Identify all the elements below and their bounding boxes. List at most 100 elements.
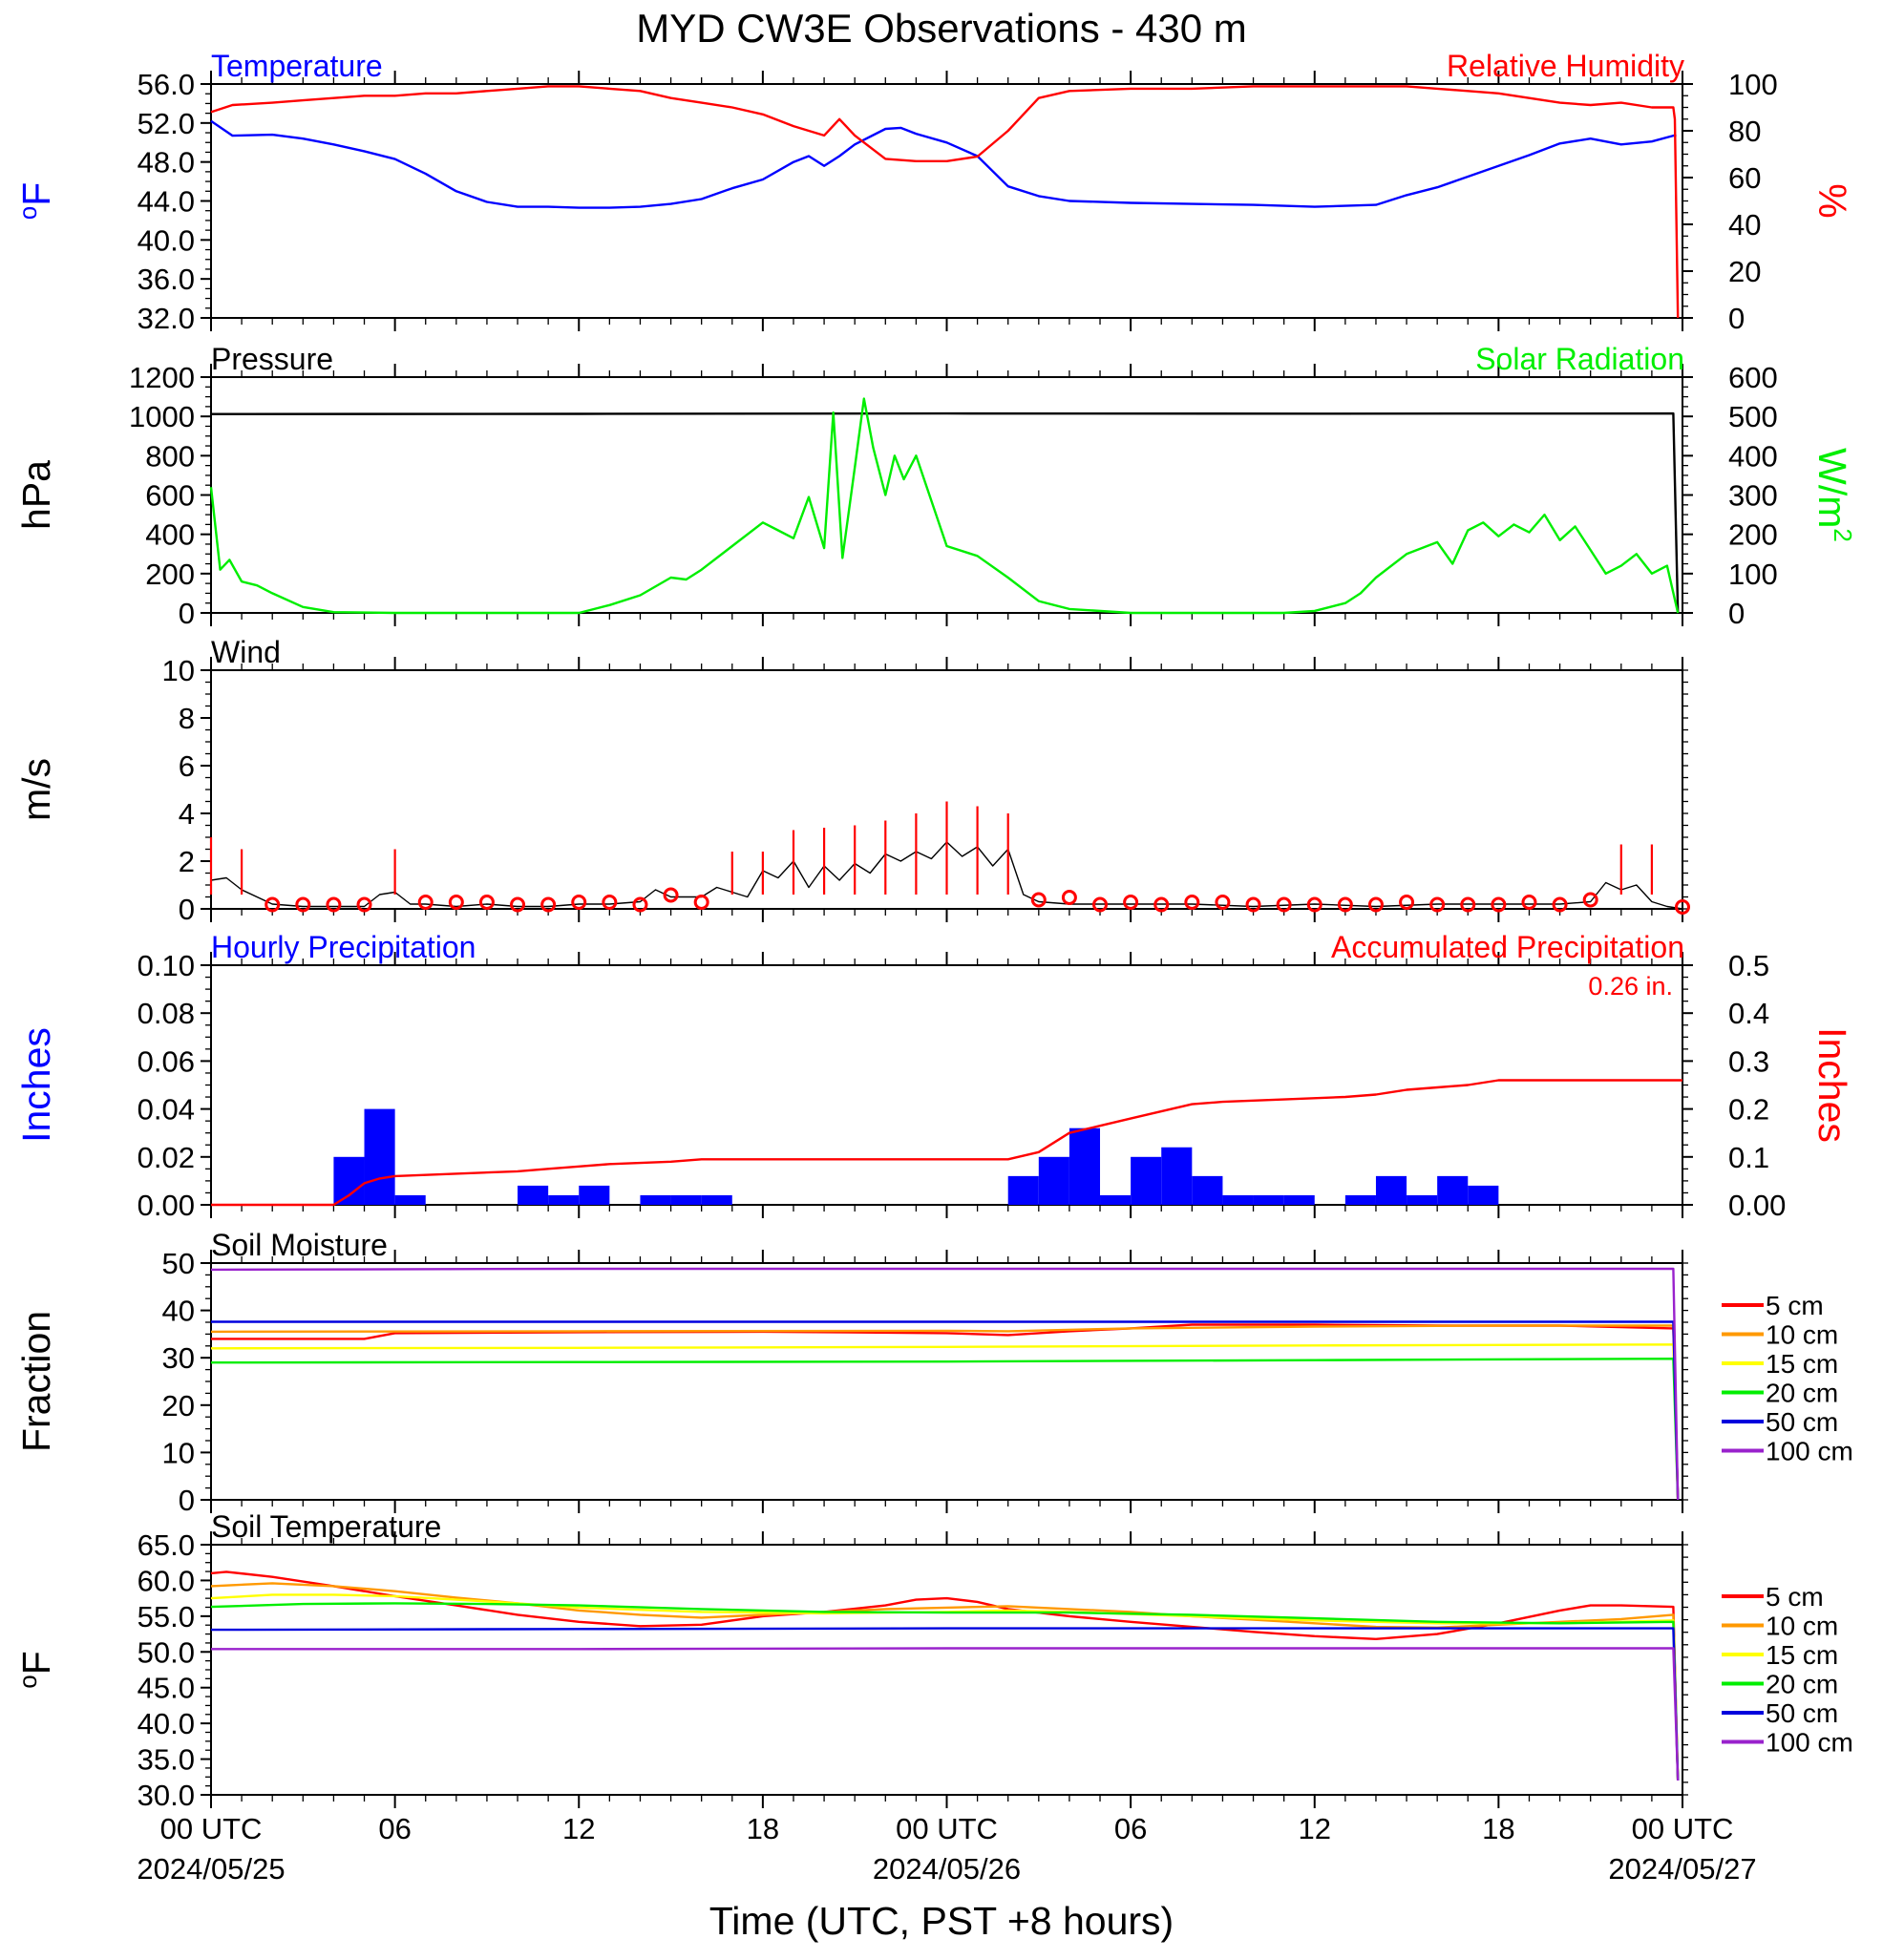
y-tick-label-right: 20 (1728, 255, 1761, 288)
x-tick-label: 12 (562, 1812, 595, 1845)
y-tick-label-right: 0.3 (1728, 1044, 1769, 1078)
y-tick-label-right: 0.4 (1728, 997, 1769, 1030)
calm-marker (693, 895, 709, 910)
y-tick-label-left: 20 (162, 1389, 195, 1423)
series-100-cm (210, 1267, 1680, 1501)
y-tick-label-left: 6 (179, 749, 195, 783)
y-tick-label-left: 45.0 (138, 1672, 195, 1705)
x-axis-label: Time (UTC, PST +8 hours) (709, 1899, 1174, 1943)
calm-marker (1306, 896, 1322, 913)
x-date-label: 2024/05/27 (1608, 1852, 1756, 1886)
y-tick-label-left: 40 (162, 1295, 195, 1328)
panel-title-left: Soil Moisture (211, 1228, 388, 1262)
y-tick-label-left: 10 (162, 654, 195, 687)
y-axis-label-right: Inches (1810, 1027, 1854, 1143)
y-tick-label-left: 8 (179, 702, 195, 735)
series-15-cm (210, 1343, 1680, 1501)
panel-title-left: Wind (211, 635, 281, 669)
precip-bar (579, 1185, 610, 1205)
y-tick-label-left: 52.0 (138, 107, 195, 140)
precip-bar (394, 1194, 426, 1205)
series-100-cm (211, 1647, 1680, 1781)
series-temperature (210, 119, 1677, 209)
precip-bar (701, 1194, 732, 1205)
plot-frame (210, 1262, 1683, 1501)
accumulated-total-label: 0.26 in. (1588, 972, 1673, 1001)
series-10-cm (210, 1324, 1680, 1501)
calm-marker (1399, 895, 1415, 910)
calm-marker (1123, 895, 1139, 910)
y-axis-label-left: oF (13, 182, 58, 221)
calm-marker (571, 895, 587, 910)
y-tick-label-left: 44.0 (138, 185, 195, 219)
legend-label: 10 cm (1766, 1612, 1838, 1641)
y-tick-label-left: 30 (162, 1341, 195, 1375)
legend-label: 100 cm (1766, 1437, 1853, 1466)
y-axis-label-right: W/m2 (1810, 448, 1857, 542)
y-axis-label-right: % (1810, 183, 1854, 218)
y-tick-label-left: 0 (179, 597, 195, 630)
calm-marker (448, 895, 464, 910)
y-tick-label-left: 0.00 (138, 1189, 195, 1222)
y-tick-label-left: 35.0 (138, 1743, 195, 1777)
legend-label: 50 cm (1766, 1407, 1838, 1437)
precip-bar (1131, 1156, 1162, 1205)
precip-bar (1222, 1194, 1254, 1205)
legend-label: 15 cm (1766, 1349, 1838, 1379)
calm-marker (356, 896, 372, 913)
panel-wind: 10 8 6 4 2 0 Wind m/s (14, 635, 1690, 926)
calm-marker (1184, 895, 1200, 910)
x-tick-label: 06 (378, 1812, 411, 1845)
calm-marker (1092, 896, 1109, 913)
y-tick-label-left: 50.0 (138, 1635, 195, 1669)
y-axis-label-left: m/s (14, 758, 58, 821)
panel-title-left: Temperature (211, 49, 383, 83)
panel-soil_temperature: 65.060.055.050.045.040.035.030.0 Soil Tem… (13, 1509, 1853, 1812)
y-tick-label-left: 40.0 (138, 223, 195, 257)
plot-frame (210, 83, 1683, 319)
y-tick-label-left: 0 (179, 1484, 195, 1517)
y-tick-label-right: 40 (1728, 208, 1761, 242)
calm-marker (1582, 892, 1598, 908)
legend-label: 5 cm (1766, 1291, 1824, 1320)
y-tick-label-left: 48.0 (138, 146, 195, 179)
y-axis-label-left: Inches (14, 1027, 58, 1143)
calm-marker (540, 896, 557, 913)
precip-bar (640, 1194, 671, 1205)
calm-marker (510, 896, 526, 913)
calm-marker (264, 896, 281, 913)
legend-label: 5 cm (1766, 1582, 1824, 1612)
y-tick-label-left: 0.10 (138, 949, 195, 982)
legend-label: 100 cm (1766, 1728, 1853, 1758)
panel-title-right: Solar Radiation (1475, 342, 1684, 376)
precip-bar (1253, 1194, 1284, 1205)
legend-label: 15 cm (1766, 1640, 1838, 1670)
y-tick-label-left: 40.0 (138, 1707, 195, 1740)
precip-bar (1007, 1175, 1039, 1205)
y-tick-label-left: 0.02 (138, 1141, 195, 1174)
y-tick-label-left: 1200 (129, 361, 195, 394)
calm-marker (1521, 895, 1537, 910)
y-tick-label-right: 0.5 (1728, 949, 1769, 982)
series-pressure (210, 411, 1680, 614)
series-calm (264, 887, 1690, 915)
panel-title-left: Pressure (211, 342, 333, 376)
y-tick-label-left: 4 (179, 797, 195, 831)
calm-marker (1552, 896, 1568, 913)
y-tick-label-left: 800 (145, 439, 195, 473)
legend-label: 20 cm (1766, 1670, 1838, 1699)
panel-title-right: Accumulated Precipitation (1331, 930, 1684, 964)
series-hourly-precipitation (333, 1108, 1499, 1205)
plot-frame (210, 1544, 1683, 1796)
legend-label: 10 cm (1766, 1320, 1838, 1350)
y-tick-label-left: 36.0 (138, 263, 195, 296)
precip-bar (670, 1194, 702, 1205)
y-axis-label-left: hPa (14, 460, 58, 530)
calm-marker (326, 896, 342, 913)
series-5-cm (211, 1323, 1680, 1501)
series-relative-humidity (210, 85, 1680, 319)
